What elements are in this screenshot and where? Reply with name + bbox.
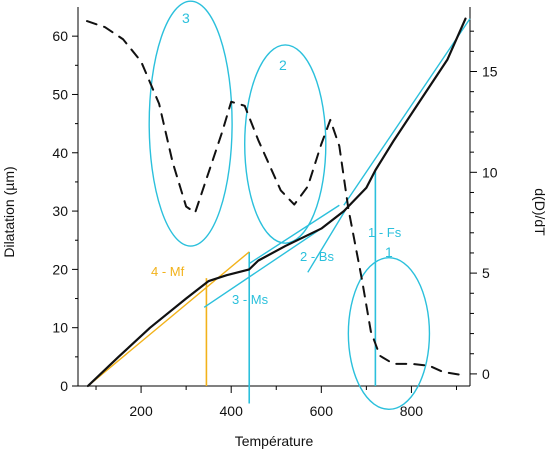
y-tick-label-60: 60 (52, 28, 68, 44)
tangent-line-6 (87, 251, 250, 387)
y-tick-label-30: 30 (52, 203, 68, 219)
y-tick-label-20: 20 (52, 261, 68, 277)
derivative-curve (86, 20, 462, 376)
tangent-line-9 (248, 204, 340, 265)
dilatation-curve (86, 17, 467, 388)
x-tick-label-400: 400 (220, 403, 244, 419)
tangent-line-10 (343, 18, 471, 206)
series-layer (86, 17, 467, 388)
fs-label: 1 - Fs (368, 225, 402, 240)
y-tick-label-0: 0 (60, 378, 68, 394)
bs-label: 2 - Bs (300, 249, 334, 264)
tangent-line-7 (203, 227, 322, 308)
y-tick-label-40: 40 (52, 145, 68, 161)
x-tick-label-800: 800 (400, 403, 424, 419)
y2-tick-label-0: 0 (482, 366, 490, 382)
x-tick-label-200: 200 (129, 403, 153, 419)
y2-tick-label-15: 15 (482, 64, 498, 80)
phase-ellipse-1 (347, 257, 431, 411)
annotation-layer (87, 0, 471, 411)
phase-2-label: 2 (279, 57, 287, 73)
left-axis-title: Dilatation (µm) (1, 166, 17, 257)
y2-tick-label-5: 5 (482, 265, 490, 281)
phase-3-label: 3 (182, 10, 190, 26)
x-tick-label-600: 600 (310, 403, 334, 419)
mf-label: 4 - Mf (151, 264, 185, 279)
x-axis-title: Température (235, 433, 314, 449)
right-axis-title: d(D)/dT (532, 188, 548, 236)
ms-label: 3 - Ms (232, 292, 269, 307)
phase-ellipse-2 (244, 44, 327, 244)
y-tick-label-10: 10 (52, 320, 68, 336)
y-tick-label-50: 50 (52, 86, 68, 102)
y2-tick-label-10: 10 (482, 164, 498, 180)
label-layer: 3 2 1 1 - Fs 2 - Bs 3 - Ms 4 - Mf (151, 10, 402, 307)
phase-1-label: 1 (385, 244, 393, 260)
axes-layer: 200 400 600 8000102030405060051015Températu… (1, 7, 548, 449)
tangent-line-8 (307, 204, 349, 273)
phase-ellipse-3 (148, 0, 233, 247)
